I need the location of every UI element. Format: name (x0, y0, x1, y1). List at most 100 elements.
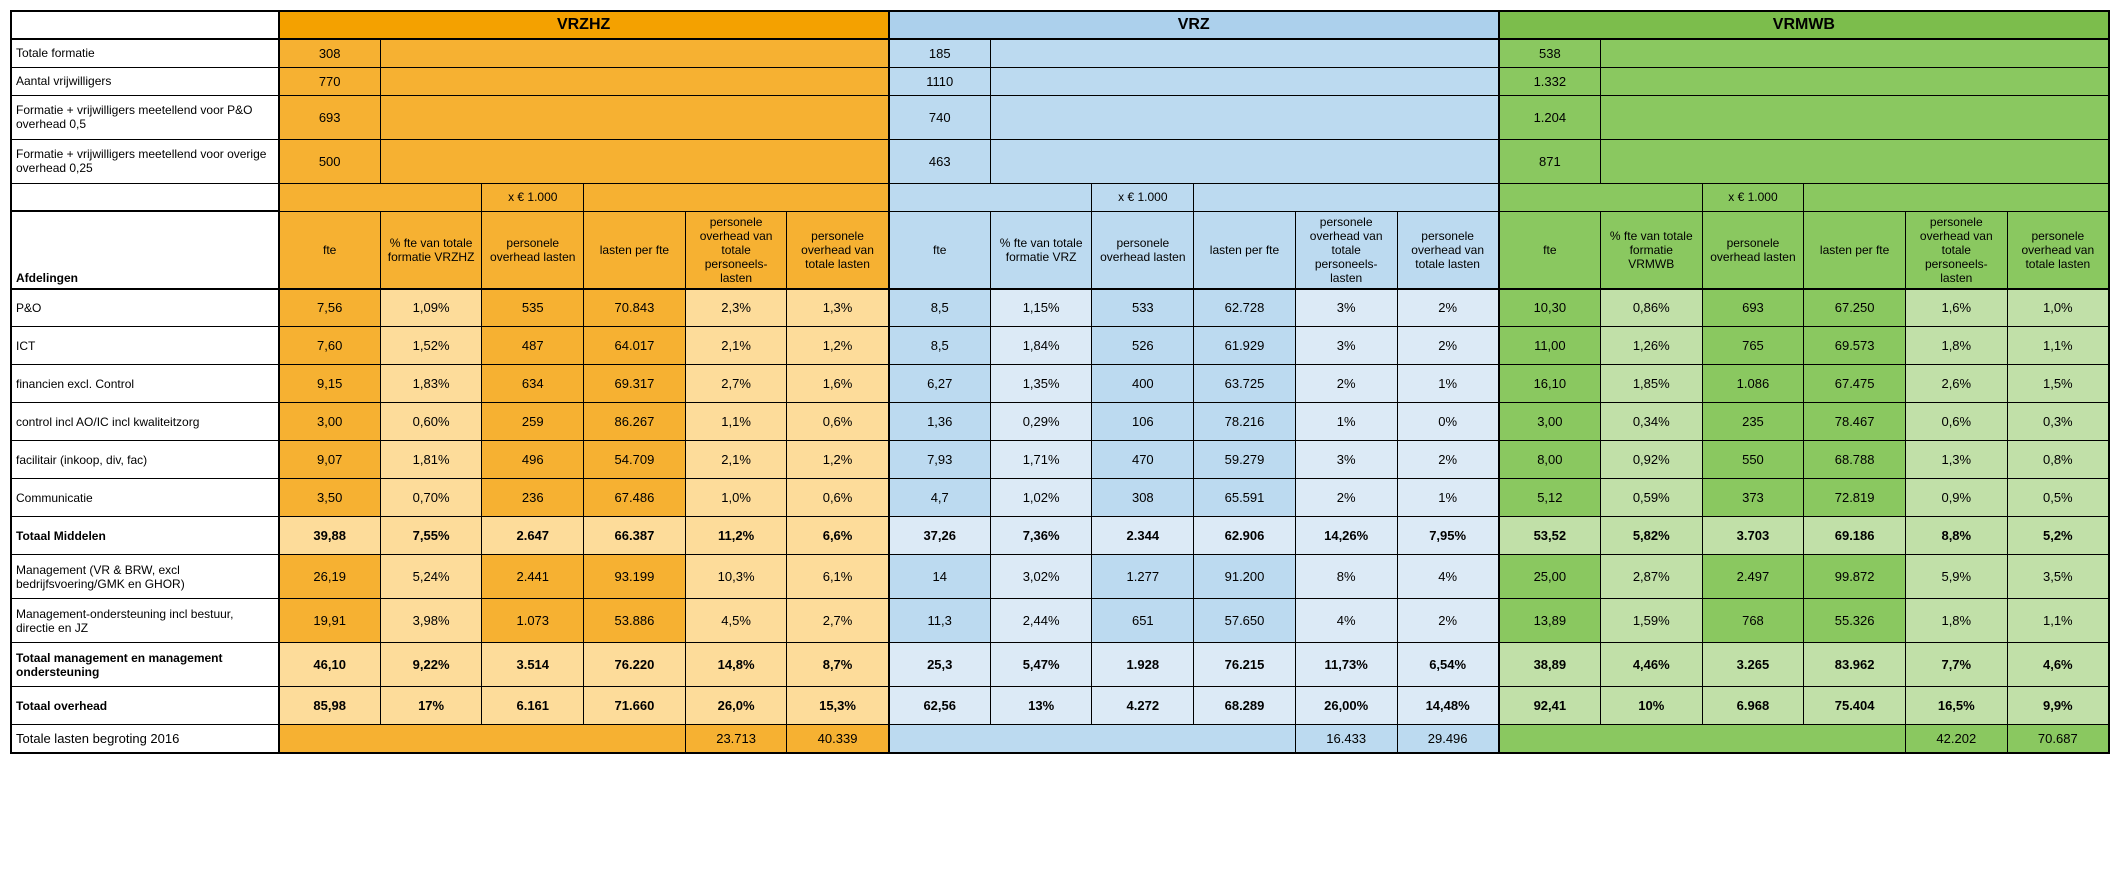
top-row-label: Formatie + vrijwilligers meetellend voor… (11, 95, 279, 139)
row-label: control incl AO/IC incl kwaliteitzorg (11, 403, 279, 441)
data-cell: 0,34% (1600, 403, 1702, 441)
col-potl-a: personele overhead van totale lasten (787, 211, 889, 289)
data-cell: 1,3% (787, 289, 889, 327)
data-cell: 3.265 (1702, 643, 1804, 687)
row-label: ICT (11, 327, 279, 365)
col-fte-b: fte (889, 211, 991, 289)
last-b-5: 29.496 (1397, 725, 1499, 753)
data-cell: 7,93 (889, 441, 991, 479)
row-label: financien excl. Control (11, 365, 279, 403)
data-cell: 3% (1295, 289, 1397, 327)
data-cell: 9,15 (279, 365, 381, 403)
data-cell: 2.647 (482, 517, 584, 555)
data-cell: 66.387 (584, 517, 686, 555)
data-cell: 1.928 (1092, 643, 1194, 687)
data-cell: 5,47% (990, 643, 1092, 687)
data-cell: 3,00 (1499, 403, 1601, 441)
data-cell: 0,70% (380, 479, 482, 517)
data-cell: 1.086 (1702, 365, 1804, 403)
data-cell: 0,60% (380, 403, 482, 441)
table-row: control incl AO/IC incl kwaliteitzorg 3,0… (11, 403, 2109, 441)
data-cell: 1,84% (990, 327, 1092, 365)
data-cell: 67.486 (584, 479, 686, 517)
data-cell: 0,9% (1905, 479, 2007, 517)
data-cell: 8,00 (1499, 441, 1601, 479)
top-row-value: 693 (279, 95, 381, 139)
row-label: Management-ondersteuning incl bestuur, d… (11, 599, 279, 643)
data-cell: 59.279 (1194, 441, 1296, 479)
data-cell: 16,5% (1905, 687, 2007, 725)
data-cell: 2,44% (990, 599, 1092, 643)
data-cell: 9,9% (2007, 687, 2109, 725)
data-cell: 2% (1295, 365, 1397, 403)
data-cell: 0,3% (2007, 403, 2109, 441)
data-cell: 14 (889, 555, 991, 599)
data-cell: 1.073 (482, 599, 584, 643)
data-cell: 1,1% (2007, 327, 2109, 365)
data-cell: 92,41 (1499, 687, 1601, 725)
data-cell: 7,60 (279, 327, 381, 365)
data-cell: 6,27 (889, 365, 991, 403)
data-cell: 25,00 (1499, 555, 1601, 599)
data-cell: 0,6% (1905, 403, 2007, 441)
col-pct-a: % fte van totale formatie VRZHZ (380, 211, 482, 289)
data-cell: 3% (1295, 441, 1397, 479)
data-cell: 1,1% (2007, 599, 2109, 643)
col-potp-b: personele overhead van totale personeels… (1295, 211, 1397, 289)
data-cell: 69.573 (1804, 327, 1906, 365)
data-cell: 0% (1397, 403, 1499, 441)
data-cell: 533 (1092, 289, 1194, 327)
data-cell: 2,1% (685, 441, 787, 479)
data-cell: 0,6% (787, 479, 889, 517)
top-row: Aantal vrijwilligers77011101.332 (11, 67, 2109, 95)
afdelingen-label: Afdelingen (11, 211, 279, 289)
data-cell: 1% (1397, 479, 1499, 517)
data-cell: 1,59% (1600, 599, 1702, 643)
data-cell: 14,48% (1397, 687, 1499, 725)
data-cell: 535 (482, 289, 584, 327)
data-cell: 46,10 (279, 643, 381, 687)
col-pct-b: % fte van totale formatie VRZ (990, 211, 1092, 289)
data-cell: 1,36 (889, 403, 991, 441)
data-cell: 7,56 (279, 289, 381, 327)
data-cell: 11,73% (1295, 643, 1397, 687)
top-row: Formatie + vrijwilligers meetellend voor… (11, 95, 2109, 139)
data-cell: 373 (1702, 479, 1804, 517)
group-header-vrzhz: VRZHZ (279, 11, 889, 39)
top-row: Totale formatie308185538 (11, 39, 2109, 67)
data-cell: 1,02% (990, 479, 1092, 517)
table-row: Totaal management en management onderste… (11, 643, 2109, 687)
data-cell: 85,98 (279, 687, 381, 725)
data-cell: 1,0% (2007, 289, 2109, 327)
data-cell: 5,82% (1600, 517, 1702, 555)
data-cell: 2% (1397, 289, 1499, 327)
table-row: financien excl. Control9,151,83%63469.31… (11, 365, 2109, 403)
data-cell: 2% (1295, 479, 1397, 517)
col-lpf-a: lasten per fte (584, 211, 686, 289)
row-label: facilitair (inkoop, div, fac) (11, 441, 279, 479)
data-cell: 26,19 (279, 555, 381, 599)
data-cell: 496 (482, 441, 584, 479)
row-label: Management (VR & BRW, excl bedrijfsvoeri… (11, 555, 279, 599)
top-row-value: 463 (889, 139, 991, 183)
col-fte-c: fte (1499, 211, 1601, 289)
data-cell: 69.186 (1804, 517, 1906, 555)
data-cell: 17% (380, 687, 482, 725)
data-cell: 5,12 (1499, 479, 1601, 517)
data-cell: 9,22% (380, 643, 482, 687)
data-cell: 1,85% (1600, 365, 1702, 403)
data-cell: 54.709 (584, 441, 686, 479)
table-row: Communicatie3,500,70%23667.4861,0%0,6%4,… (11, 479, 2109, 517)
x1000-empty (11, 183, 279, 211)
col-pol-b: personele overhead lasten (1092, 211, 1194, 289)
table-row: Totaal Middelen39,887,55%2.64766.38711,2… (11, 517, 2109, 555)
data-cell: 0,86% (1600, 289, 1702, 327)
data-cell: 4% (1397, 555, 1499, 599)
group-header-vrz: VRZ (889, 11, 1499, 39)
data-cell: 1,1% (685, 403, 787, 441)
data-cell: 1,6% (787, 365, 889, 403)
top-row-value: 871 (1499, 139, 1601, 183)
data-cell: 11,2% (685, 517, 787, 555)
data-cell: 765 (1702, 327, 1804, 365)
data-cell: 1,26% (1600, 327, 1702, 365)
